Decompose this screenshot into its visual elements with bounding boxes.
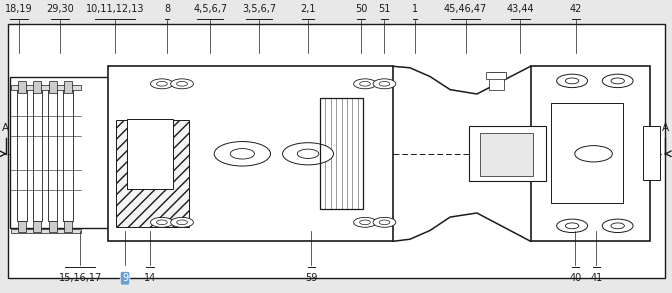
Circle shape [611,223,624,229]
Circle shape [379,220,390,225]
Circle shape [157,81,167,86]
Circle shape [360,81,370,86]
Bar [127,119,173,189]
Text: 40: 40 [569,273,581,283]
Text: 51: 51 [378,4,390,14]
Text: A: A [663,123,669,133]
Bar [8,24,665,278]
Text: 1: 1 [412,4,419,14]
Text: 10,11,12,13: 10,11,12,13 [86,4,144,14]
Bar [11,85,81,90]
Bar [550,103,623,203]
Circle shape [379,81,390,86]
Bar [48,81,56,93]
Bar [33,81,41,93]
Circle shape [373,217,396,227]
Text: 2,1: 2,1 [300,4,316,14]
Bar [17,81,26,93]
Circle shape [602,74,633,88]
Circle shape [602,219,633,233]
Text: 41: 41 [590,273,602,283]
Circle shape [373,79,396,89]
Bar [320,98,363,209]
Circle shape [214,142,271,166]
Text: 59: 59 [305,273,318,283]
Circle shape [565,78,579,84]
Text: 18,19: 18,19 [5,4,33,14]
Circle shape [177,220,187,225]
Bar [487,72,507,79]
Text: 14: 14 [144,273,156,283]
Bar [17,221,26,232]
Bar [108,66,393,241]
Circle shape [556,219,587,233]
Text: 45,46,47: 45,46,47 [444,4,487,14]
Circle shape [360,220,370,225]
Bar [17,85,26,221]
Bar [63,85,73,221]
Bar [116,120,189,227]
Bar [32,85,42,221]
Circle shape [575,146,612,162]
Text: A: A [2,123,9,133]
Text: 3,5,6,7: 3,5,6,7 [242,4,276,14]
Text: 42: 42 [570,4,583,14]
Circle shape [157,220,167,225]
Bar [643,126,660,180]
Text: 4,5,6,7: 4,5,6,7 [193,4,227,14]
Circle shape [171,217,194,227]
Bar [64,221,72,232]
Bar [10,76,109,228]
Bar [531,66,650,241]
Text: 15,16,17: 15,16,17 [58,273,101,283]
Bar [33,221,41,232]
Circle shape [230,149,255,159]
Text: 43,44: 43,44 [507,4,534,14]
Bar [64,81,72,93]
Circle shape [151,79,173,89]
Circle shape [556,74,587,88]
Bar [480,132,533,176]
Text: 8: 8 [164,4,170,14]
Circle shape [565,223,579,229]
Circle shape [151,217,173,227]
Circle shape [177,81,187,86]
Circle shape [282,143,333,165]
Text: 50: 50 [355,4,367,14]
Circle shape [353,217,376,227]
Circle shape [297,149,319,159]
Bar [48,221,56,232]
Bar [469,126,546,181]
Bar [489,72,504,90]
Circle shape [611,78,624,84]
Text: 29,30: 29,30 [46,4,74,14]
Circle shape [353,79,376,89]
Bar [48,85,57,221]
Circle shape [171,79,194,89]
Bar [11,229,81,234]
Text: 9: 9 [122,273,128,283]
